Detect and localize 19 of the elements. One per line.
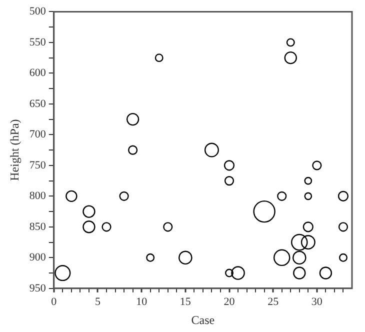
x-tick-label: 25: [268, 296, 280, 308]
x-axis-title: Case: [191, 312, 215, 327]
x-tick-label: 10: [136, 296, 148, 308]
x-tick-label: 20: [224, 296, 236, 308]
y-tick-label: 950: [29, 282, 46, 294]
y-axis-title: Height (hPa): [7, 119, 22, 181]
y-tick-label: 650: [29, 98, 46, 110]
y-tick-label: 550: [29, 36, 46, 48]
x-tick-label: 5: [94, 296, 101, 308]
x-tick-label: 15: [180, 296, 192, 308]
y-tick-label: 900: [29, 252, 46, 264]
y-tick-label: 600: [29, 67, 46, 80]
x-tick-label: 30: [311, 296, 323, 308]
y-tick-label: 800: [29, 190, 46, 202]
y-tick-label: 700: [29, 128, 46, 141]
y-tick-label: 500: [29, 6, 46, 18]
y-tick-label: 750: [29, 159, 46, 172]
y-tick-label: 850: [29, 220, 46, 233]
x-tick-label: 0: [51, 296, 58, 308]
